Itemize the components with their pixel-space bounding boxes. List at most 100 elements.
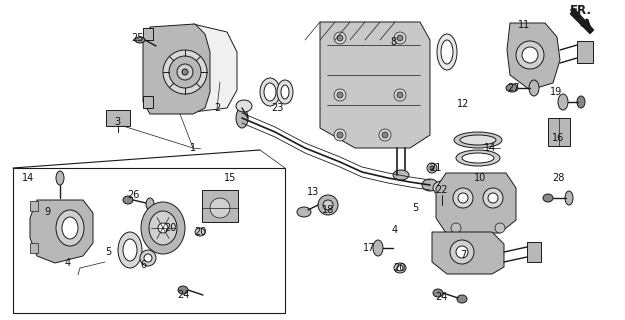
Ellipse shape (264, 83, 276, 101)
FancyBboxPatch shape (577, 41, 593, 63)
Text: 4: 4 (65, 258, 71, 268)
Ellipse shape (577, 96, 585, 108)
Circle shape (379, 129, 391, 141)
Ellipse shape (141, 202, 185, 254)
Circle shape (337, 35, 343, 41)
Circle shape (483, 188, 503, 208)
Circle shape (450, 240, 474, 264)
Circle shape (323, 200, 333, 210)
Ellipse shape (457, 295, 467, 303)
Ellipse shape (522, 47, 538, 63)
Text: 27: 27 (507, 83, 519, 93)
Text: 3: 3 (114, 117, 120, 127)
Text: 7: 7 (460, 250, 466, 260)
Ellipse shape (456, 150, 500, 166)
Text: 11: 11 (518, 20, 530, 30)
Ellipse shape (543, 194, 553, 202)
Text: 18: 18 (322, 205, 334, 215)
Ellipse shape (441, 40, 453, 64)
Polygon shape (507, 23, 560, 90)
Text: 9: 9 (44, 207, 50, 217)
Text: 26: 26 (127, 190, 139, 200)
FancyBboxPatch shape (143, 96, 153, 108)
FancyBboxPatch shape (527, 242, 541, 262)
FancyBboxPatch shape (106, 110, 130, 126)
Text: 17: 17 (362, 243, 375, 253)
Circle shape (182, 69, 188, 75)
Text: 21: 21 (429, 163, 441, 173)
Text: 20: 20 (164, 223, 176, 233)
Ellipse shape (210, 198, 230, 218)
Ellipse shape (56, 171, 64, 185)
Circle shape (334, 129, 346, 141)
Circle shape (334, 89, 346, 101)
Circle shape (169, 56, 201, 88)
Ellipse shape (437, 184, 447, 192)
Circle shape (140, 250, 156, 266)
Text: 23: 23 (271, 103, 283, 113)
Text: 5: 5 (412, 203, 418, 213)
Text: 25: 25 (131, 33, 143, 43)
Ellipse shape (393, 170, 409, 180)
Ellipse shape (397, 265, 403, 271)
Circle shape (394, 89, 406, 101)
Ellipse shape (178, 286, 188, 294)
Polygon shape (143, 24, 210, 114)
Ellipse shape (460, 135, 496, 145)
Circle shape (334, 32, 346, 44)
Text: 2: 2 (214, 103, 220, 113)
Circle shape (163, 50, 207, 94)
Ellipse shape (62, 217, 78, 239)
Ellipse shape (565, 191, 573, 205)
Text: 20: 20 (393, 263, 405, 273)
Ellipse shape (260, 78, 280, 106)
Ellipse shape (373, 240, 383, 256)
Text: 24: 24 (177, 290, 189, 300)
Circle shape (394, 32, 406, 44)
Ellipse shape (123, 196, 133, 204)
Ellipse shape (506, 84, 518, 92)
FancyBboxPatch shape (143, 28, 153, 40)
Text: 6: 6 (140, 260, 146, 270)
Text: 12: 12 (457, 99, 469, 109)
Ellipse shape (437, 34, 457, 70)
Text: 14: 14 (484, 143, 496, 153)
Circle shape (451, 223, 461, 233)
Ellipse shape (56, 210, 84, 246)
Text: 4: 4 (392, 225, 398, 235)
Text: 22: 22 (436, 185, 448, 195)
Ellipse shape (149, 211, 177, 245)
Ellipse shape (236, 100, 252, 112)
Ellipse shape (558, 94, 568, 110)
Circle shape (144, 254, 152, 262)
Text: 16: 16 (552, 133, 564, 143)
Polygon shape (320, 22, 430, 148)
Ellipse shape (195, 228, 205, 236)
Circle shape (318, 195, 338, 215)
Ellipse shape (135, 37, 145, 43)
FancyBboxPatch shape (30, 201, 38, 211)
FancyBboxPatch shape (30, 243, 38, 253)
Ellipse shape (422, 179, 438, 191)
Ellipse shape (281, 85, 289, 99)
Ellipse shape (433, 289, 443, 297)
FancyBboxPatch shape (13, 168, 285, 313)
Text: 15: 15 (224, 173, 236, 183)
Ellipse shape (118, 232, 142, 268)
Text: 19: 19 (550, 87, 562, 97)
Text: 8: 8 (390, 37, 396, 47)
Text: 28: 28 (552, 173, 564, 183)
Circle shape (427, 163, 437, 173)
Circle shape (458, 193, 468, 203)
Ellipse shape (462, 153, 494, 163)
Circle shape (177, 64, 193, 80)
Ellipse shape (146, 198, 154, 210)
Polygon shape (30, 200, 93, 263)
Circle shape (495, 223, 505, 233)
Ellipse shape (516, 41, 544, 69)
Ellipse shape (394, 263, 406, 273)
Circle shape (382, 132, 388, 138)
FancyBboxPatch shape (202, 190, 238, 222)
Ellipse shape (236, 108, 248, 128)
Text: 20: 20 (194, 227, 206, 237)
